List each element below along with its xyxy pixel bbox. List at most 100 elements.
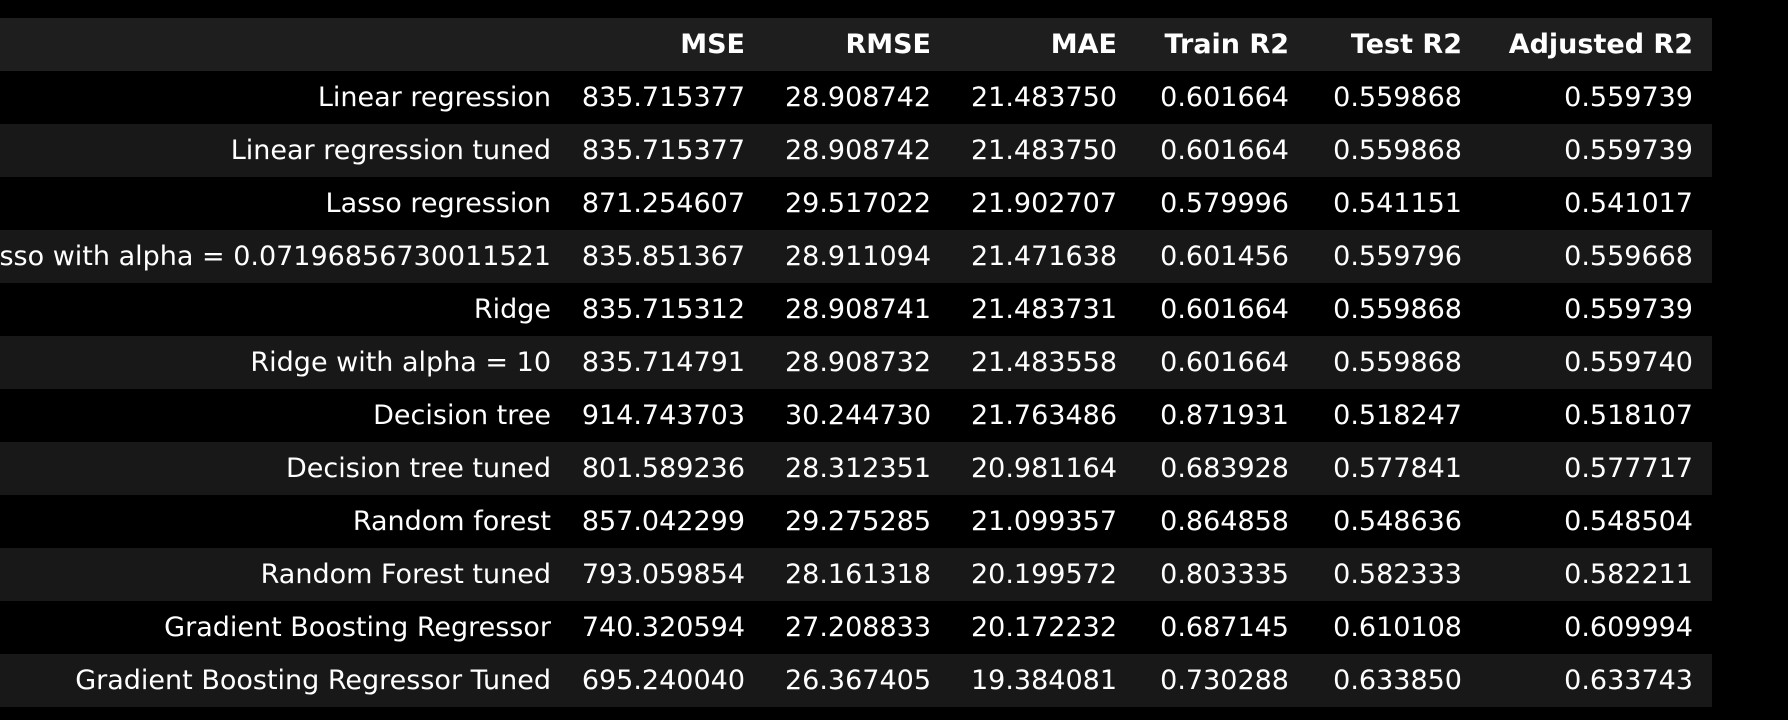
row-label-text: Gradient Boosting Regressor Tuned — [75, 665, 551, 696]
header-mae: MAE — [1050, 29, 1117, 60]
header-row: MSE RMSE MAE Train R2 Test R2 Adjusted R… — [0, 18, 1712, 71]
row-label: Gradient Boosting Regressor — [0, 601, 570, 654]
header-train-r2: Train R2 — [1164, 29, 1289, 60]
cell-mse: 740.320594 — [581, 612, 745, 643]
model-metrics-table: MSE RMSE MAE Train R2 Test R2 Adjusted R… — [0, 18, 1712, 707]
cell-mse: 835.851367 — [581, 241, 745, 272]
cell-mae: 19.384081 — [970, 665, 1117, 696]
cell-mse: 835.715312 — [581, 294, 745, 325]
cell-mae: 21.483750 — [970, 135, 1117, 166]
table-row: Lasso regression 871.254607 29.517022 21.90… — [0, 177, 1712, 230]
results-dataframe: MSE RMSE MAE Train R2 Test R2 Adjusted R… — [0, 18, 1712, 707]
table-row: Lasso with alpha = 0.07196856730011521 83… — [0, 230, 1712, 283]
row-label-text: Ridge — [473, 294, 551, 325]
row-label: Ridge with alpha = 10 — [0, 336, 570, 389]
table-row: Decision tree 914.743703 30.244730 21.76348… — [0, 389, 1712, 442]
cell-test-r2: 0.548636 — [1333, 506, 1462, 537]
cell-train-r2: 0.601664 — [1160, 347, 1289, 378]
cell-adjusted-r2: 0.559739 — [1564, 135, 1693, 166]
cell-mse: 857.042299 — [581, 506, 745, 537]
row-label: Linear regression — [0, 71, 570, 124]
cell-test-r2: 0.559868 — [1333, 82, 1462, 113]
row-label: Ridge — [0, 283, 570, 336]
row-label-text: Random forest — [352, 506, 551, 537]
cell-adjusted-r2: 0.582211 — [1564, 559, 1693, 590]
table-row: Linear regression tuned 835.715377 28.9087… — [0, 124, 1712, 177]
table-row: Decision tree tuned 801.589236 28.312351 20… — [0, 442, 1712, 495]
cell-rmse: 27.208833 — [784, 612, 931, 643]
row-label: Lasso regression — [0, 177, 570, 230]
cell-rmse: 28.908741 — [784, 294, 931, 325]
cell-adjusted-r2: 0.541017 — [1564, 188, 1693, 219]
table-row: Gradient Boosting Regressor 740.320594 27.… — [0, 601, 1712, 654]
cell-train-r2: 0.687145 — [1160, 612, 1289, 643]
table-row: Ridge with alpha = 10 835.714791 28.908732… — [0, 336, 1712, 389]
cell-mae: 20.172232 — [970, 612, 1117, 643]
cell-train-r2: 0.803335 — [1160, 559, 1289, 590]
cell-rmse: 28.312351 — [784, 453, 931, 484]
cell-rmse: 28.911094 — [784, 241, 931, 272]
cell-test-r2: 0.559868 — [1333, 294, 1462, 325]
cell-test-r2: 0.559868 — [1333, 347, 1462, 378]
cell-adjusted-r2: 0.609994 — [1564, 612, 1693, 643]
header-index — [0, 18, 570, 71]
row-label-text: Lasso with alpha = 0.07196856730011521 — [0, 241, 551, 272]
table-row: Random forest 857.042299 29.275285 21.09935… — [0, 495, 1712, 548]
header-mse: MSE — [680, 29, 745, 60]
row-label-text: Decision tree tuned — [286, 453, 551, 484]
row-label: Gradient Boosting Regressor Tuned — [0, 654, 570, 707]
cell-test-r2: 0.518247 — [1333, 400, 1462, 431]
cell-train-r2: 0.579996 — [1160, 188, 1289, 219]
cell-train-r2: 0.730288 — [1160, 665, 1289, 696]
cell-mae: 21.471638 — [970, 241, 1117, 272]
cell-adjusted-r2: 0.548504 — [1564, 506, 1693, 537]
cell-adjusted-r2: 0.559668 — [1564, 241, 1693, 272]
row-label: Linear regression tuned — [0, 124, 570, 177]
row-label-text: Ridge with alpha = 10 — [250, 347, 551, 378]
cell-rmse: 26.367405 — [784, 665, 931, 696]
table-row: Random Forest tuned 793.059854 28.161318 20… — [0, 548, 1712, 601]
cell-train-r2: 0.601664 — [1160, 82, 1289, 113]
row-label-text: Decision tree — [373, 400, 551, 431]
cell-adjusted-r2: 0.518107 — [1564, 400, 1693, 431]
row-label-text: Gradient Boosting Regressor — [164, 612, 551, 643]
cell-mse: 835.715377 — [581, 135, 745, 166]
table-row: Ridge 835.715312 28.908741 21.483731 0.60166… — [0, 283, 1712, 336]
table-row: Linear regression 835.715377 28.908742 21.4… — [0, 71, 1712, 124]
cell-rmse: 30.244730 — [784, 400, 931, 431]
cell-train-r2: 0.601664 — [1160, 294, 1289, 325]
cell-mse: 793.059854 — [581, 559, 745, 590]
cell-rmse: 29.517022 — [784, 188, 931, 219]
cell-rmse: 28.908742 — [784, 135, 931, 166]
row-label: Decision tree — [0, 389, 570, 442]
header-test-r2: Test R2 — [1350, 29, 1462, 60]
table-row: Gradient Boosting Regressor Tuned 695.240… — [0, 654, 1712, 707]
cell-test-r2: 0.541151 — [1333, 188, 1462, 219]
row-label: Lasso with alpha = 0.07196856730011521 — [0, 230, 570, 283]
cell-mse: 695.240040 — [581, 665, 745, 696]
cell-adjusted-r2: 0.559739 — [1564, 294, 1693, 325]
cell-test-r2: 0.582333 — [1333, 559, 1462, 590]
cell-rmse: 28.908732 — [784, 347, 931, 378]
cell-train-r2: 0.683928 — [1160, 453, 1289, 484]
cell-rmse: 28.908742 — [784, 82, 931, 113]
cell-mse: 801.589236 — [581, 453, 745, 484]
cell-rmse: 28.161318 — [784, 559, 931, 590]
cell-mse: 835.714791 — [581, 347, 745, 378]
cell-train-r2: 0.601456 — [1160, 241, 1289, 272]
cell-test-r2: 0.577841 — [1333, 453, 1462, 484]
cell-rmse: 29.275285 — [784, 506, 931, 537]
cell-mae: 20.199572 — [970, 559, 1117, 590]
cell-mse: 914.743703 — [581, 400, 745, 431]
header-adjusted-r2: Adjusted R2 — [1508, 29, 1693, 60]
row-label-text: Random Forest tuned — [260, 559, 551, 590]
row-label: Decision tree tuned — [0, 442, 570, 495]
cell-test-r2: 0.610108 — [1333, 612, 1462, 643]
row-label: Random forest — [0, 495, 570, 548]
cell-mse: 835.715377 — [581, 82, 745, 113]
cell-mae: 21.483558 — [970, 347, 1117, 378]
cell-train-r2: 0.871931 — [1160, 400, 1289, 431]
cell-test-r2: 0.633850 — [1333, 665, 1462, 696]
cell-adjusted-r2: 0.559739 — [1564, 82, 1693, 113]
row-label-text: Linear regression tuned — [230, 135, 551, 166]
